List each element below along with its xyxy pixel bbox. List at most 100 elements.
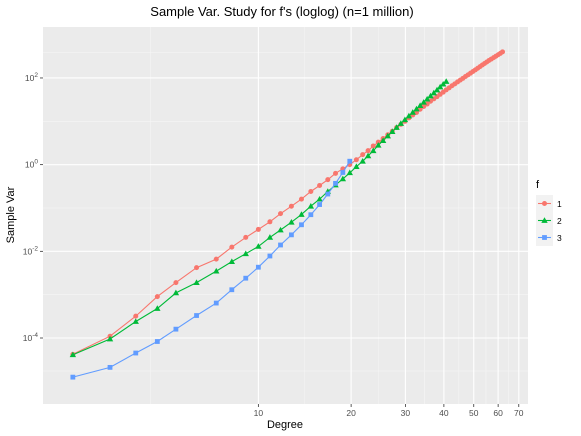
- series-2-point: [298, 211, 305, 217]
- y-tick-exponent: -4: [32, 332, 38, 339]
- series-2-point: [443, 78, 450, 84]
- series-1-point: [333, 170, 339, 176]
- series-2-point: [353, 163, 360, 170]
- series-1-point: [243, 234, 249, 240]
- series-3-point: [289, 232, 294, 238]
- y-tick-base: 10: [23, 246, 33, 256]
- series-3-point: [255, 264, 261, 270]
- y-tick-label: 100: [25, 159, 38, 170]
- y-tick-exponent: -2: [32, 245, 38, 252]
- legend-label: 2: [557, 216, 562, 226]
- x-axis-title: Degree: [267, 419, 303, 431]
- series-2-point: [364, 152, 372, 159]
- series-2-point: [132, 318, 139, 324]
- series-2-point: [379, 137, 387, 143]
- x-tick-label: 50: [469, 408, 479, 418]
- y-tick-base: 10: [25, 160, 35, 170]
- series-2-point: [370, 147, 377, 154]
- y-tick-exponent: 0: [34, 159, 38, 166]
- series-1-point: [213, 256, 219, 262]
- series-2-point: [193, 279, 200, 285]
- series-2-point: [430, 89, 438, 96]
- y-tick-label: 10-4: [23, 332, 39, 343]
- x-tick-label: 30: [401, 408, 411, 418]
- legend: f 1 2 3: [536, 179, 562, 246]
- series-1-point: [229, 244, 235, 250]
- series-1-point: [424, 101, 430, 107]
- legend-label: 1: [557, 199, 562, 209]
- series-3-point: [194, 313, 199, 318]
- series-layer: [69, 49, 506, 380]
- series-3: [70, 158, 353, 380]
- series-1-point: [353, 157, 359, 163]
- series-2-point: [409, 109, 416, 115]
- series-2-point: [266, 234, 274, 240]
- series-2-point: [397, 120, 405, 126]
- x-tick-label: 60: [493, 408, 503, 418]
- legend-item-1: 1: [536, 195, 562, 212]
- series-1-point: [370, 143, 376, 149]
- legend-key-marker: [541, 217, 548, 223]
- y-tick-label: 10-2: [23, 245, 39, 256]
- series-1-point: [298, 196, 304, 202]
- series-3-point: [70, 374, 76, 380]
- series-3-point: [213, 300, 219, 306]
- series-2-point: [393, 124, 400, 130]
- series-1-point: [365, 148, 371, 154]
- series-3-point: [347, 158, 353, 164]
- series-2-point: [436, 83, 444, 90]
- series-2-point: [416, 102, 424, 109]
- series-3-point: [243, 275, 249, 281]
- series-2-point: [242, 250, 249, 257]
- series-1-point: [173, 280, 179, 286]
- x-axis: 10 20 30 40 50 60 70: [254, 404, 524, 418]
- series-2-point: [346, 169, 353, 176]
- series-1-point: [317, 183, 323, 189]
- gridlines: [43, 27, 528, 404]
- series-3-point: [154, 339, 160, 344]
- series-3-point: [308, 212, 314, 218]
- series-1-point: [133, 313, 139, 319]
- series-3-point: [278, 242, 283, 248]
- y-tick-exponent: 2: [34, 72, 38, 79]
- series-2-point: [228, 258, 236, 264]
- series-2-point: [420, 99, 427, 105]
- series-3-point: [173, 326, 179, 332]
- series-3-point: [317, 202, 322, 207]
- series-3-point: [267, 253, 273, 259]
- series-1-point: [360, 152, 366, 158]
- x-tick-label: 10: [254, 408, 264, 418]
- series-2-point: [307, 202, 315, 209]
- y-tick-label: 102: [25, 72, 38, 83]
- legend-item-2: 2: [536, 212, 562, 229]
- series-2-point: [427, 92, 434, 99]
- legend-key-marker: [542, 235, 547, 240]
- y-tick-base: 10: [23, 333, 33, 343]
- legend-key-marker: [542, 201, 547, 206]
- x-tick-label: 20: [346, 408, 356, 418]
- y-tick-base: 10: [25, 73, 35, 83]
- legend-title: f: [536, 179, 540, 191]
- series-2-point: [413, 105, 420, 112]
- series-2-point: [339, 175, 347, 182]
- series-1-point: [500, 49, 506, 55]
- series-2-point: [359, 158, 366, 164]
- series-3-point: [299, 222, 304, 228]
- series-1-point: [288, 203, 294, 209]
- series-2-point: [277, 226, 284, 233]
- series-3-point: [340, 170, 346, 175]
- series-1-point: [154, 294, 160, 300]
- series-2-point: [154, 305, 161, 311]
- series-2-point: [172, 289, 180, 296]
- series-2-point: [213, 267, 220, 274]
- series-3-point: [107, 364, 113, 370]
- series-1-point: [255, 226, 261, 232]
- series-2-point: [375, 142, 382, 148]
- series-2-point: [405, 112, 413, 119]
- series-1-point: [278, 211, 284, 217]
- series-2-point: [288, 218, 295, 225]
- legend-item-3: 3: [536, 229, 562, 246]
- series-2: [69, 78, 450, 358]
- x-tick-label: 70: [514, 408, 524, 418]
